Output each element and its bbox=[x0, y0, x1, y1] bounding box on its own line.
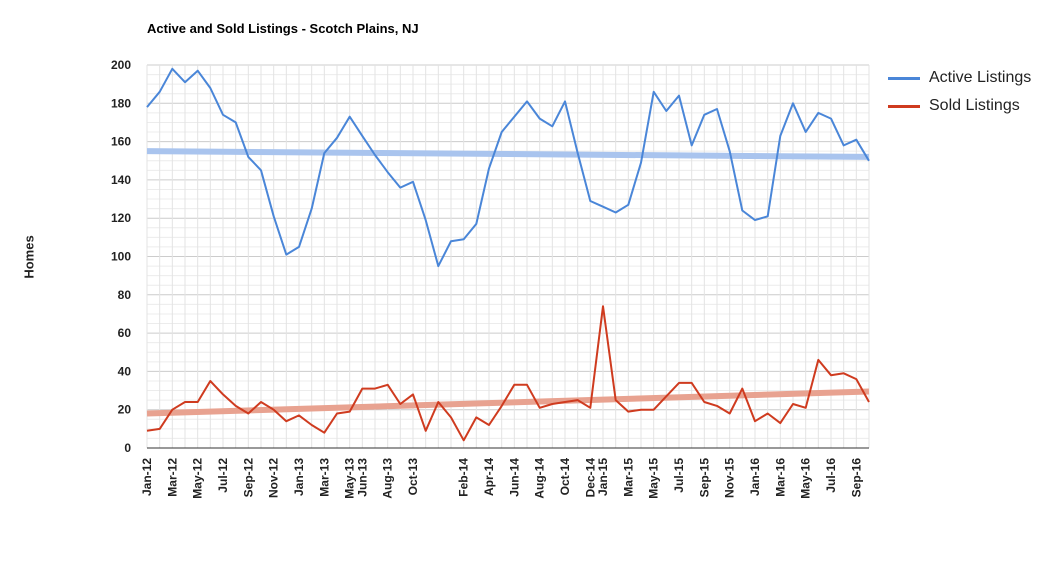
legend-swatch-active bbox=[888, 76, 920, 80]
x-tick-label: Mar-12 bbox=[165, 458, 179, 497]
data-series bbox=[146, 67, 870, 442]
y-tick-label: 80 bbox=[118, 288, 132, 302]
x-tick-label: Mar-15 bbox=[621, 458, 635, 497]
y-tick-label: 60 bbox=[118, 326, 132, 340]
legend-item-sold: Sold Listings bbox=[888, 92, 1031, 120]
x-tick-label: Jul-15 bbox=[672, 458, 686, 493]
x-tick-label: Jan-15 bbox=[596, 458, 610, 496]
series-line-active bbox=[146, 67, 870, 268]
x-tick-label: Jul-12 bbox=[216, 458, 230, 493]
y-tick-label: 20 bbox=[118, 403, 132, 417]
x-tick-label: Jul-16 bbox=[824, 458, 838, 493]
legend: Active Listings Sold Listings bbox=[888, 64, 1031, 120]
y-tick-label: 180 bbox=[111, 96, 131, 110]
x-tick-label: Jan-16 bbox=[748, 458, 762, 496]
x-tick-label: Dec-14 bbox=[583, 458, 597, 498]
x-tick-label: Nov-12 bbox=[267, 458, 281, 498]
y-tick-label: 140 bbox=[111, 173, 131, 187]
x-tick-label: Sep-12 bbox=[241, 458, 255, 498]
y-tick-label: 0 bbox=[124, 441, 131, 455]
x-tick-label: Jan-12 bbox=[140, 458, 154, 496]
x-tick-label: Jun-14 bbox=[507, 458, 521, 497]
x-tick-label: Mar-13 bbox=[317, 458, 331, 497]
x-tick-label: May-16 bbox=[799, 458, 813, 499]
x-tick-label: Aug-14 bbox=[533, 458, 547, 499]
x-tick-label: Nov-15 bbox=[723, 458, 737, 498]
chart-title: Active and Sold Listings - Scotch Plains… bbox=[147, 21, 419, 36]
x-tick-label: May-13 bbox=[343, 458, 357, 499]
y-tick-label: 200 bbox=[111, 58, 131, 72]
y-tick-label: 100 bbox=[111, 250, 131, 264]
x-tick-label: Oct-14 bbox=[558, 458, 572, 496]
x-tick-label: Mar-16 bbox=[773, 458, 787, 497]
y-tick-label: 40 bbox=[118, 364, 132, 378]
legend-swatch-sold bbox=[888, 104, 920, 108]
series-line-sold bbox=[146, 305, 870, 442]
legend-label-sold: Sold Listings bbox=[929, 97, 1020, 114]
x-tick-label: Sep-16 bbox=[849, 458, 863, 498]
x-tick-label: Oct-13 bbox=[406, 458, 420, 496]
x-axis-ticks: Jan-12 Mar-12 May-12 Jul-12 Sep-12 Nov-12 Jan-… bbox=[140, 458, 863, 499]
x-tick-label: May-15 bbox=[647, 458, 661, 499]
x-tick-label: Feb-14 bbox=[457, 458, 471, 497]
y-axis-ticks: 0 20 40 60 80 100 120 140 160 180 200 bbox=[111, 58, 131, 455]
grid-lines bbox=[146, 64, 870, 449]
x-tick-label: Sep-15 bbox=[697, 458, 711, 498]
legend-label-active: Active Listings bbox=[929, 69, 1032, 86]
trend-lines bbox=[146, 148, 870, 417]
y-tick-label: 160 bbox=[111, 135, 131, 149]
x-tick-label: Apr-14 bbox=[482, 458, 496, 496]
trend-line-active bbox=[146, 148, 870, 160]
trend-line-sold bbox=[146, 388, 870, 417]
x-tick-label: Aug-13 bbox=[381, 458, 395, 499]
x-tick-label: May-12 bbox=[191, 458, 205, 499]
legend-item-active: Active Listings bbox=[888, 64, 1031, 92]
x-tick-label: Jan-13 bbox=[292, 458, 306, 496]
x-tick-label: Jun-13 bbox=[355, 458, 369, 497]
y-tick-label: 120 bbox=[111, 211, 131, 225]
